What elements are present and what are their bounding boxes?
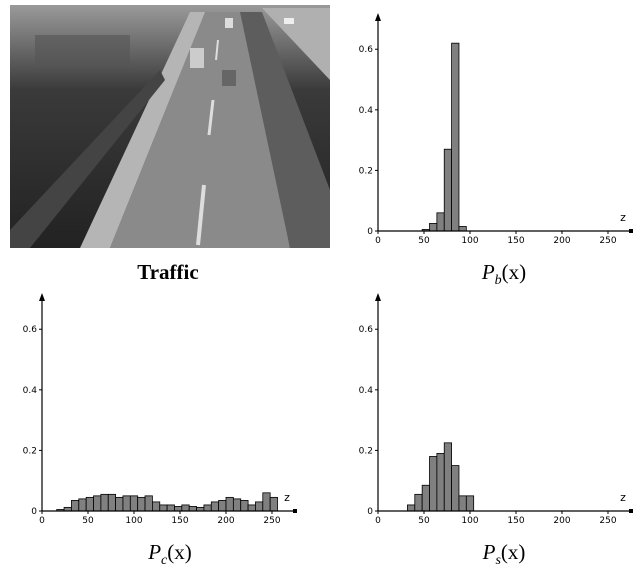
x-arrow (629, 229, 633, 233)
bar (240, 499, 249, 512)
x-tick-label: 150 (171, 516, 188, 526)
x-axis-label: z (620, 491, 626, 504)
bar (247, 504, 256, 512)
chart-title: Pb(x) (481, 260, 526, 288)
x-tick-label: 200 (553, 516, 570, 526)
x-tick-label: 200 (217, 516, 234, 526)
bar (210, 501, 220, 512)
y-tick-label: 0 (31, 507, 37, 517)
y-tick-label: 0 (367, 227, 373, 237)
bar (255, 501, 264, 512)
x-axis-label: z (284, 491, 290, 504)
chart-title: Pc(x) (147, 540, 192, 567)
x-tick-label: 250 (599, 236, 616, 246)
x-tick-label: 100 (125, 516, 142, 526)
bar (218, 499, 227, 512)
bar (465, 495, 475, 512)
title-symbol: P (147, 540, 161, 564)
title-subscript: b (495, 273, 502, 288)
bar (225, 496, 234, 512)
y-tick-label: 0.6 (23, 325, 38, 335)
bar (269, 496, 278, 512)
bar (107, 493, 116, 512)
bar (443, 442, 452, 512)
bar (188, 506, 197, 512)
bar (181, 504, 190, 512)
bar (129, 495, 139, 512)
title-subscript: c (161, 553, 168, 567)
x-arrow (629, 509, 633, 513)
bar (100, 493, 109, 512)
x-tick-label: 0 (375, 516, 381, 526)
title-symbol: P (482, 540, 496, 564)
bar (443, 148, 452, 232)
bar (144, 495, 153, 512)
x-tick-label: 200 (553, 236, 570, 246)
title-argument: (x) (502, 260, 527, 284)
title-argument: (x) (501, 540, 526, 564)
y-arrow (375, 293, 381, 301)
bar (458, 495, 467, 512)
y-tick-label: 0.4 (359, 386, 374, 396)
bar (232, 498, 242, 512)
y-tick-label: 0 (367, 507, 373, 517)
y-tick-label: 0.2 (359, 166, 373, 176)
bar (137, 496, 146, 512)
bar (159, 504, 168, 512)
x-tick-label: 250 (263, 516, 280, 526)
bar (122, 495, 131, 512)
bar (93, 495, 102, 512)
x-tick-label: 100 (461, 236, 478, 246)
bar (174, 506, 183, 512)
bar (429, 223, 438, 232)
bar (262, 492, 271, 512)
y-tick-label: 0.2 (23, 446, 37, 456)
y-tick-label: 0.6 (359, 325, 374, 335)
bar (436, 212, 445, 232)
bar (151, 501, 161, 512)
x-tick-label: 0 (39, 516, 45, 526)
y-tick-label: 0.6 (359, 45, 374, 55)
y-tick-label: 0.4 (23, 386, 38, 396)
bar (166, 504, 175, 512)
title-symbol: P (481, 260, 495, 284)
traffic-photo (10, 5, 330, 248)
y-tick-label: 0.4 (359, 106, 374, 116)
x-tick-label: 50 (82, 516, 94, 526)
bar (451, 42, 460, 232)
image-caption: Traffic (137, 260, 198, 284)
x-tick-label: 100 (461, 516, 478, 526)
y-arrow (375, 13, 381, 21)
x-axis-label: z (620, 211, 626, 224)
x-tick-label: 150 (507, 516, 524, 526)
bar (407, 504, 416, 512)
y-arrow (39, 293, 45, 301)
bar (436, 453, 445, 512)
bar (78, 498, 87, 512)
bar (458, 226, 467, 232)
bar (414, 493, 423, 512)
bar (85, 496, 94, 512)
chart-title: Ps(x) (482, 540, 526, 567)
bar (203, 504, 212, 512)
bar (71, 499, 80, 512)
bar (451, 465, 460, 512)
title-argument: (x) (167, 540, 192, 564)
bar (421, 484, 430, 512)
title-subscript: s (495, 553, 501, 567)
x-tick-label: 0 (375, 236, 381, 246)
x-tick-label: 50 (418, 516, 430, 526)
bar (115, 496, 124, 512)
bar (429, 456, 438, 512)
x-tick-label: 50 (418, 236, 430, 246)
x-tick-label: 250 (599, 516, 616, 526)
y-tick-label: 0.2 (359, 446, 373, 456)
x-tick-label: 150 (507, 236, 524, 246)
x-arrow (293, 509, 297, 513)
